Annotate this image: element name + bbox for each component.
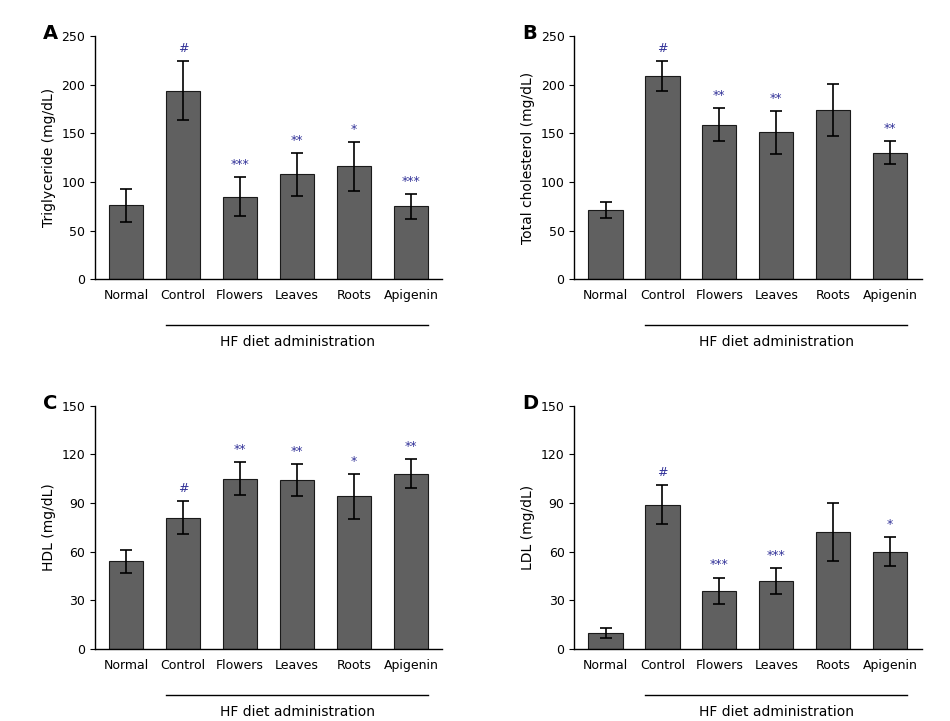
Text: *: *	[351, 455, 357, 468]
Text: **: **	[234, 443, 246, 456]
Bar	[588, 211, 622, 279]
Bar	[759, 133, 793, 279]
Y-axis label: HDL (mg/dL): HDL (mg/dL)	[42, 483, 56, 571]
Bar	[873, 552, 907, 649]
Text: A: A	[43, 24, 58, 43]
Bar	[645, 505, 679, 649]
Text: HF diet administration: HF diet administration	[699, 705, 854, 719]
Text: **: **	[405, 440, 417, 453]
Text: ***: ***	[231, 158, 250, 171]
Bar	[759, 581, 793, 649]
Bar	[280, 480, 314, 649]
Bar	[337, 167, 371, 279]
Text: **: **	[770, 92, 783, 105]
Text: HF diet administration: HF diet administration	[699, 335, 854, 349]
Text: ***: ***	[710, 559, 729, 572]
Bar	[280, 174, 314, 279]
Text: ***: ***	[767, 549, 786, 562]
Text: HF diet administration: HF diet administration	[219, 335, 374, 349]
Text: ***: ***	[402, 174, 420, 187]
Bar	[223, 479, 257, 649]
Bar	[816, 110, 850, 279]
Text: HF diet administration: HF diet administration	[219, 705, 374, 719]
Bar	[166, 91, 200, 279]
Bar	[588, 633, 622, 649]
Y-axis label: LDL (mg/dL): LDL (mg/dL)	[522, 485, 535, 570]
Bar	[394, 474, 428, 649]
Text: D: D	[522, 394, 539, 412]
Y-axis label: Triglyceride (mg/dL): Triglyceride (mg/dL)	[42, 88, 56, 227]
Text: **: **	[713, 89, 726, 102]
Text: **: **	[884, 122, 897, 135]
Y-axis label: Total cholesterol (mg/dL): Total cholesterol (mg/dL)	[522, 71, 535, 244]
Bar	[223, 197, 257, 279]
Bar	[337, 497, 371, 649]
Bar	[645, 76, 679, 279]
Text: *: *	[887, 518, 893, 531]
Bar	[816, 532, 850, 649]
Bar	[873, 153, 907, 279]
Text: #: #	[657, 466, 668, 479]
Text: #: #	[657, 43, 668, 56]
Bar	[702, 590, 736, 649]
Bar	[702, 125, 736, 279]
Bar	[166, 518, 200, 649]
Text: B: B	[522, 24, 537, 43]
Text: C: C	[43, 394, 57, 412]
Text: *: *	[351, 123, 357, 136]
Text: #: #	[178, 43, 188, 56]
Bar	[109, 205, 143, 279]
Bar	[394, 206, 428, 279]
Bar	[109, 562, 143, 649]
Text: **: **	[291, 445, 303, 458]
Text: #: #	[178, 482, 188, 495]
Text: **: **	[291, 133, 303, 146]
